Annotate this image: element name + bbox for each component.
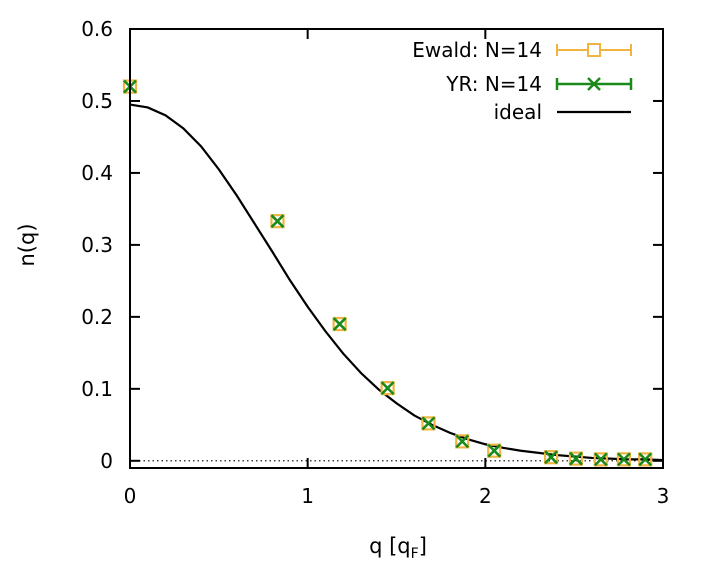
y-tick-label: 0.6 [81,17,113,41]
y-tick-label: 0.2 [81,305,113,329]
yr-point-stroke-b [380,381,395,396]
yr-point-stroke-b [421,416,436,431]
legend-sample-ewald [556,43,632,57]
ewald-data-point [332,316,347,332]
y-tick-labels: 0 0.1 0.2 0.3 0.4 0.5 0.6 [81,17,113,473]
legend-label-ideal: ideal [494,100,542,124]
yr-point-stroke-b [455,434,470,449]
yr-point-stroke-b [332,317,347,331]
yr-data-point [569,451,583,466]
x-tick-labels: 0 1 2 3 [124,484,670,508]
ewald-data-point [543,450,559,465]
x-tick-label: 2 [479,484,492,508]
x-axis-label-end: ] [419,534,427,558]
x-axis-label-subscript: F [411,546,419,562]
legend-yr-x-marker-b [587,77,601,91]
x-tick-label: 3 [657,484,670,508]
yr-point-stroke-b [638,452,653,467]
ewald-data-point [270,214,285,229]
yr-data-point [487,443,502,458]
yr-data-point [544,450,558,465]
plot-frame [129,28,664,469]
yr-point-stroke-b [593,452,608,467]
x-axis-label-main: q [q [369,534,411,558]
ewald-data-point [568,451,584,466]
legend-label-ewald: Ewald: N=14 [412,38,542,62]
yr-data-point [380,381,395,396]
yr-data-point [616,452,631,467]
ewald-data-point [638,452,653,467]
ewald-data-point [616,452,632,467]
yr-data-point [270,214,285,229]
x-tick-label: 1 [301,484,314,508]
yr-point-stroke-b [487,443,502,458]
x-tick-label: 0 [124,484,137,508]
y-tick-label: 0.3 [81,233,113,257]
yr-point-stroke-b [544,450,558,465]
y-axis-label: n(q) [15,223,39,266]
legend-label-yr: YR: N=14 [445,72,542,96]
y-tick-label: 0.4 [81,161,113,185]
ewald-data-point [593,452,608,467]
yr-data-point [593,452,608,467]
yr-point-stroke-b [270,214,285,229]
yr-data-point [455,434,470,449]
yr-data-point [332,317,347,331]
legend-ewald-square-marker [587,43,601,57]
legend-sample-yr [555,77,633,91]
yr-data-point [638,452,653,467]
ewald-data-point [380,381,395,396]
ewald-data-point [487,443,502,458]
y-tick-label: 0.5 [81,89,113,113]
y-tick-label: 0.1 [81,377,113,401]
ewald-data-point [421,416,436,431]
x-axis-label: q [qF] [369,534,427,562]
ewald-data-point [455,434,470,449]
yr-data-point [421,416,436,431]
yr-point-stroke-b [616,452,631,467]
legend: Ewald: N=14 YR: N=14 ideal [412,38,633,124]
yr-point-stroke-b [569,451,583,466]
y-tick-label: 0 [100,449,113,473]
